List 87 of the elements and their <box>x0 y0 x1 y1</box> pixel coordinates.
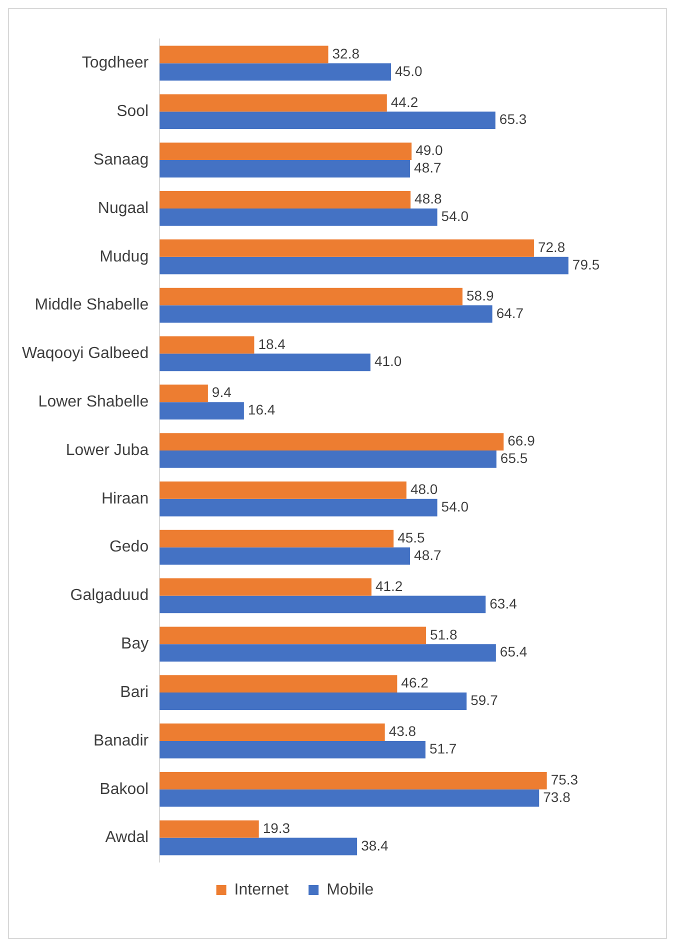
bar <box>160 256 568 274</box>
data-label: 46.2 <box>401 674 429 691</box>
bar <box>160 94 387 112</box>
y-tick-label: Sool <box>116 103 149 120</box>
bar <box>160 789 540 807</box>
bar <box>160 160 410 178</box>
data-label: 54.0 <box>441 498 469 514</box>
y-tick-label: Lower Shabelle <box>38 393 149 410</box>
bar <box>160 433 504 450</box>
data-label: 79.5 <box>572 256 600 272</box>
bar <box>160 724 385 741</box>
bar <box>160 239 534 257</box>
bar <box>160 578 372 596</box>
data-label: 48.0 <box>410 481 438 498</box>
data-label: 18.4 <box>258 336 286 352</box>
data-label: 73.8 <box>543 788 571 805</box>
bar <box>160 772 547 790</box>
bar <box>160 481 406 499</box>
data-label: 51.7 <box>429 740 457 757</box>
data-label: 65.5 <box>500 450 528 466</box>
data-label: 65.4 <box>500 644 528 660</box>
bar <box>160 191 411 208</box>
data-label: 9.4 <box>212 384 232 400</box>
data-label: 38.4 <box>361 837 389 854</box>
y-tick-label: Bay <box>121 636 149 653</box>
y-tick-label: Banadir <box>93 732 150 750</box>
bar <box>160 547 410 565</box>
data-label: 43.8 <box>388 723 416 740</box>
bar <box>160 530 394 548</box>
data-label: 44.2 <box>390 94 418 110</box>
y-tick-label: Bari <box>120 684 149 701</box>
data-label: 16.4 <box>248 402 276 418</box>
data-label: 66.9 <box>508 432 536 449</box>
data-label: 48.8 <box>414 190 442 207</box>
bar <box>160 288 462 306</box>
data-label: 51.8 <box>430 626 458 642</box>
data-label: 19.3 <box>262 820 290 836</box>
legend-label: Mobile <box>326 881 374 898</box>
bar <box>160 450 496 468</box>
y-tick-label: Togdheer <box>82 54 150 72</box>
bar <box>160 354 370 372</box>
y-tick-label: Nugaal <box>98 200 149 217</box>
bar <box>160 305 492 323</box>
y-tick-label: Middle Shabelle <box>34 296 149 314</box>
bar <box>160 838 358 856</box>
y-tick-label: Hiraan <box>101 490 149 508</box>
y-tick-label: Mudug <box>100 248 149 266</box>
bar <box>160 740 426 758</box>
bar <box>160 644 496 662</box>
bar <box>160 498 438 516</box>
data-label: 58.9 <box>466 287 494 304</box>
bar <box>160 112 496 130</box>
data-label: 49.0 <box>416 142 444 158</box>
data-label: 63.4 <box>490 595 518 612</box>
data-label: 48.7 <box>414 160 442 176</box>
data-label: 75.3 <box>550 772 578 788</box>
data-label: 45.5 <box>398 529 426 546</box>
data-label: 41.0 <box>374 353 402 370</box>
bar <box>160 692 467 710</box>
legend-label: Internet <box>234 881 290 898</box>
data-label: 72.8 <box>538 239 566 255</box>
bar <box>160 820 259 838</box>
data-label: 45.0 <box>395 62 422 79</box>
y-tick-label: Awdal <box>105 829 149 846</box>
y-tick-label: Gedo <box>109 538 149 556</box>
bar <box>160 675 398 693</box>
bar <box>160 336 254 354</box>
y-tick-label: Galgaduud <box>70 587 149 604</box>
data-label: 59.7 <box>470 692 498 708</box>
data-label: 48.7 <box>414 546 442 563</box>
bar <box>160 626 426 644</box>
y-tick-label: Waqooyi Galbeed <box>22 345 149 362</box>
bar <box>160 402 244 420</box>
data-label: 64.7 <box>496 304 524 321</box>
data-label: 41.2 <box>375 578 403 594</box>
bar <box>160 596 486 614</box>
bar <box>160 384 208 402</box>
bar <box>160 208 438 226</box>
y-tick-label: Bakool <box>100 780 149 798</box>
data-label: 65.3 <box>499 111 527 128</box>
bar <box>160 46 328 64</box>
bar <box>160 142 412 160</box>
data-label: 54.0 <box>441 208 469 224</box>
y-tick-label: Sanaag <box>93 151 149 168</box>
bar <box>160 63 392 81</box>
data-label: 32.8 <box>332 45 360 62</box>
y-tick-label: Lower Juba <box>66 442 149 459</box>
